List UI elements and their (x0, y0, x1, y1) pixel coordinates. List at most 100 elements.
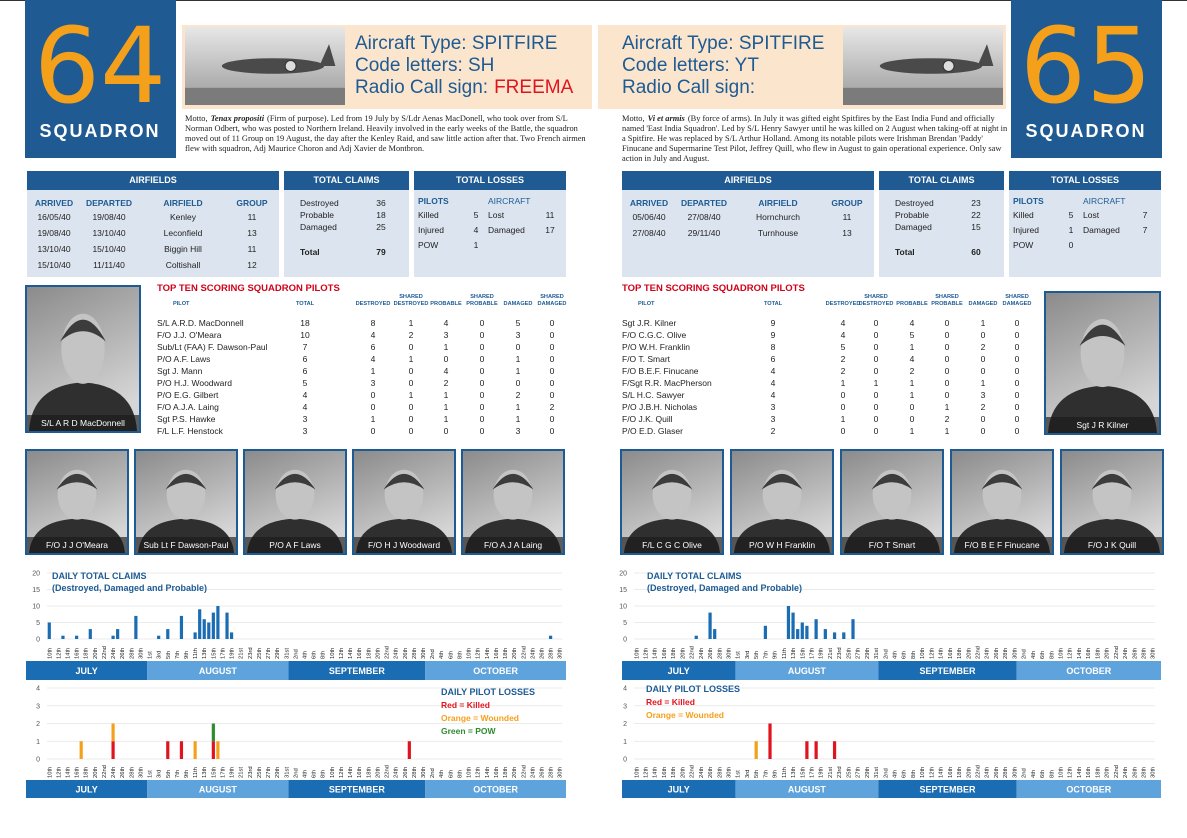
y-tick-label: 20 (619, 571, 627, 578)
pilot-score: 0 (944, 390, 950, 400)
bar (549, 635, 553, 639)
date-label: 25th (846, 648, 852, 659)
claim-label: Destroyed (895, 198, 934, 208)
date-label: 25th (257, 648, 263, 659)
date-label: 24th (985, 767, 991, 778)
date-label: 10th (1058, 648, 1064, 659)
chart-title: DAILY PILOT LOSSES (441, 687, 535, 697)
date-label: 2nd (293, 768, 299, 778)
bar-segment (216, 741, 220, 759)
section-title: TOP TEN SCORING SQUADRON PILOTS (157, 283, 340, 294)
bar-segment (805, 741, 809, 759)
y-tick-label: 1 (36, 739, 40, 746)
bar-segment (407, 741, 411, 759)
roundel (284, 60, 297, 72)
claim-value: 18 (376, 210, 386, 220)
date-label: 16th (494, 767, 500, 778)
date-label: 23rd (248, 766, 254, 778)
pilot-score: 1 (873, 378, 879, 388)
date-label: 18th (503, 767, 509, 778)
date-label: 8th (911, 651, 917, 659)
date-label: 24th (111, 648, 117, 659)
pilot-column-header: DAMAGED (968, 301, 998, 307)
pilot-score: 4 (770, 366, 776, 376)
pilot-name: F/Sgt R.R. MacPherson (622, 378, 712, 388)
date-label: 14th (485, 767, 491, 778)
pilot-score: 1 (443, 390, 449, 400)
pilot-column-header: TOTAL (295, 301, 315, 307)
date-label: 16th (662, 767, 668, 778)
caption-band (842, 537, 942, 553)
month-band (26, 780, 148, 798)
date-label: 14th (348, 767, 354, 778)
pilot-score: 0 (443, 354, 449, 364)
pilot-score: 0 (1014, 390, 1020, 400)
date-label: 15th (211, 648, 217, 659)
photo-hair (383, 473, 425, 490)
airfield-cell: 19/08/40 (92, 212, 126, 222)
month-label: AUGUST (788, 785, 827, 795)
date-label: 26th (994, 648, 1000, 659)
loss-value: 17 (545, 225, 555, 235)
description-text: (By force of arms). In July it was gifte… (622, 114, 1008, 163)
pilot-score: 0 (479, 414, 485, 424)
month-label: JULY (76, 666, 98, 676)
pilot-score: 0 (479, 426, 485, 436)
month-band (622, 661, 736, 680)
caption-band (622, 537, 722, 553)
pilot-column-header: PROBABLE (896, 301, 928, 307)
bar (61, 635, 65, 639)
date-label: 18th (957, 648, 963, 659)
pilot-name: Sub/Lt (FAA) F. Dawson-Paul (157, 342, 268, 352)
date-label: 26th (539, 767, 545, 778)
date-label: 10th (467, 767, 473, 778)
pilot-score: 0 (370, 402, 376, 412)
pilot-score: 0 (549, 414, 555, 424)
legend-entry: Orange = Wounded (646, 710, 724, 720)
date-label: 26th (120, 767, 126, 778)
pilot-score: 5 (515, 318, 521, 328)
pilot-name: F/O C.G.C. Olive (622, 330, 687, 340)
legend-entry: Red = Killed (646, 697, 695, 707)
month-band (735, 661, 879, 680)
pilot-score: 1 (840, 414, 846, 424)
date-label: 3rd (157, 770, 163, 778)
fuselage (221, 58, 325, 74)
column-header: GROUP (831, 198, 863, 208)
ground (185, 87, 345, 105)
date-label: 11th (193, 648, 199, 659)
bar (193, 632, 197, 639)
date-label: 5th (754, 770, 760, 778)
date-label: 21st (828, 767, 834, 778)
date-label: 24th (985, 648, 991, 659)
description: Motto, Tenax propositi (Firm of purpose). … (185, 114, 590, 154)
month-label: SEPTEMBER (920, 785, 977, 795)
bar (823, 629, 827, 639)
photo-hair (274, 473, 316, 490)
airfield-cell: Kenley (170, 212, 196, 222)
portrait (1060, 449, 1164, 555)
claim-value: 23 (971, 198, 981, 208)
pilot-score: 1 (443, 342, 449, 352)
loss-value: 5 (1068, 210, 1074, 220)
pilot-score: 0 (1014, 354, 1020, 364)
month-band (26, 661, 148, 680)
pilot-score: 0 (515, 378, 521, 388)
date-label: 10th (1058, 767, 1064, 778)
date-label: 30th (1151, 767, 1157, 778)
portrait-caption: F/O B E F Finucane (964, 540, 1040, 550)
date-label: 28th (1141, 648, 1147, 659)
date-label: 2nd (883, 649, 889, 659)
date-label: 26th (1132, 767, 1138, 778)
info-box-header (414, 171, 566, 190)
bar (202, 619, 206, 639)
column-header: AIRFIELD (163, 198, 203, 208)
pilot-score: 2 (980, 402, 986, 412)
pilot-score: 3 (370, 378, 376, 388)
date-label: 6th (312, 651, 318, 659)
pilot-score: 0 (479, 402, 485, 412)
date-label: 4th (893, 651, 899, 659)
pilot-score: 0 (909, 414, 915, 424)
pilot-score: 0 (1014, 318, 1020, 328)
chart-subtitle: (Destroyed, Damaged and Probable) (52, 583, 207, 593)
